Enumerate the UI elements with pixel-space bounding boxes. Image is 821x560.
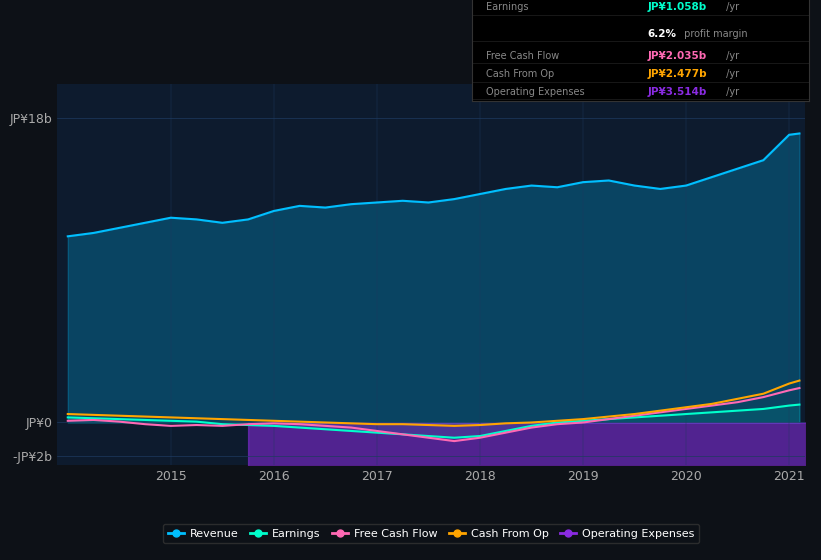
Legend: Revenue, Earnings, Free Cash Flow, Cash From Op, Operating Expenses: Revenue, Earnings, Free Cash Flow, Cash … xyxy=(163,524,699,543)
Text: JP¥2.035b: JP¥2.035b xyxy=(647,50,706,60)
Text: Operating Expenses: Operating Expenses xyxy=(485,87,585,97)
Text: 6.2%: 6.2% xyxy=(647,29,677,39)
Text: JP¥3.514b: JP¥3.514b xyxy=(647,87,707,97)
Text: /yr: /yr xyxy=(722,2,739,12)
Text: /yr: /yr xyxy=(722,69,739,80)
Text: /yr: /yr xyxy=(722,50,739,60)
Text: Cash From Op: Cash From Op xyxy=(485,69,554,80)
Text: Earnings: Earnings xyxy=(485,2,528,12)
Text: JP¥2.477b: JP¥2.477b xyxy=(647,69,707,80)
Text: JP¥1.058b: JP¥1.058b xyxy=(647,2,706,12)
Text: Free Cash Flow: Free Cash Flow xyxy=(485,50,559,60)
Text: /yr: /yr xyxy=(722,87,739,97)
Text: profit margin: profit margin xyxy=(681,29,747,39)
